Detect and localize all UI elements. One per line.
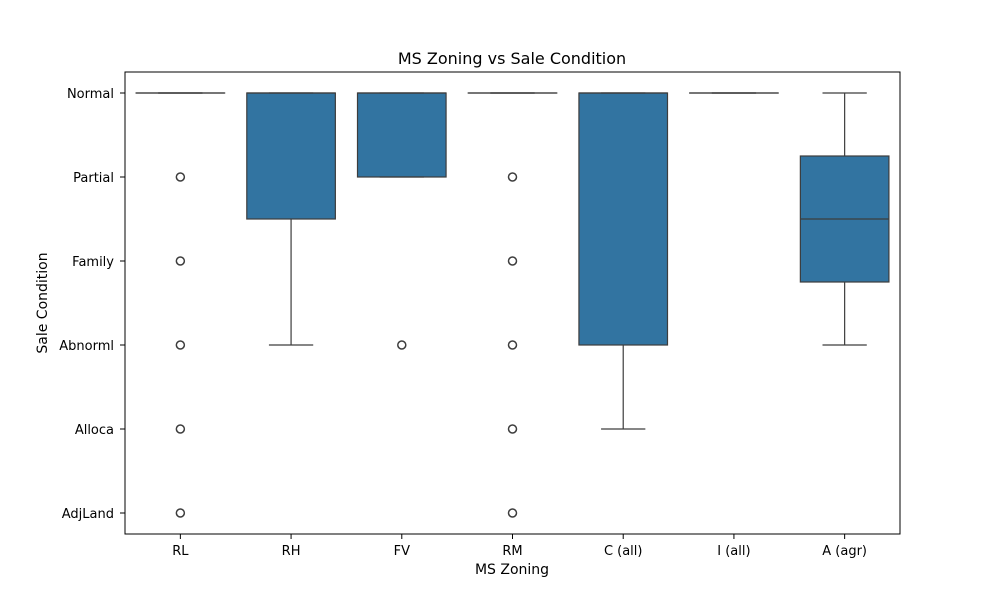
outlier-point <box>507 172 518 182</box>
x-tick-label: RH <box>282 544 301 559</box>
x-tick-label: FV <box>394 544 410 559</box>
box-group <box>246 92 336 346</box>
x-tick-label: I (all) <box>717 544 750 559</box>
outlier-point <box>507 424 518 434</box>
x-tick-label: RM <box>502 544 522 559</box>
outlier-point <box>175 508 186 518</box>
y-axis: Normal Partial Family Abnorml Alloca AdjLand <box>59 87 125 522</box>
y-tick-label: Abnorml <box>59 339 114 354</box>
y-tick-label: Family <box>72 255 114 270</box>
x-axis-label: MS Zoning <box>475 562 549 578</box>
chart-title: MS Zoning vs Sale Condition <box>398 49 626 68</box>
box-group <box>356 92 447 350</box>
outlier-point <box>507 256 518 266</box>
y-tick-label: Normal <box>67 87 114 102</box>
outlier-point <box>175 340 186 350</box>
outlier-point <box>175 424 186 434</box>
y-tick-label: AdjLand <box>62 507 114 522</box>
box-group <box>799 92 890 346</box>
box-group <box>467 92 558 518</box>
outlier-point <box>175 256 186 266</box>
outlier-point <box>507 340 518 350</box>
outlier-point <box>507 508 518 518</box>
x-tick-label: A (agr) <box>822 544 867 559</box>
y-axis-label: Sale Condition <box>35 252 51 353</box>
x-tick-label: C (all) <box>604 544 643 559</box>
box-group <box>578 92 669 430</box>
box-group <box>135 92 226 518</box>
y-tick-label: Alloca <box>75 423 114 438</box>
box-iqr <box>246 92 336 220</box>
x-axis: RL RH FV RM C (all) I (all) A (agr) <box>172 534 867 559</box>
outlier-point <box>397 340 407 350</box>
box-iqr <box>578 92 669 346</box>
y-tick-label: Partial <box>73 171 114 186</box>
x-tick-label: RL <box>172 544 189 559</box>
boxes-layer <box>135 92 890 518</box>
box-iqr <box>356 92 447 178</box>
outlier-point <box>175 172 186 182</box>
plot-area-frame <box>124 71 901 535</box>
